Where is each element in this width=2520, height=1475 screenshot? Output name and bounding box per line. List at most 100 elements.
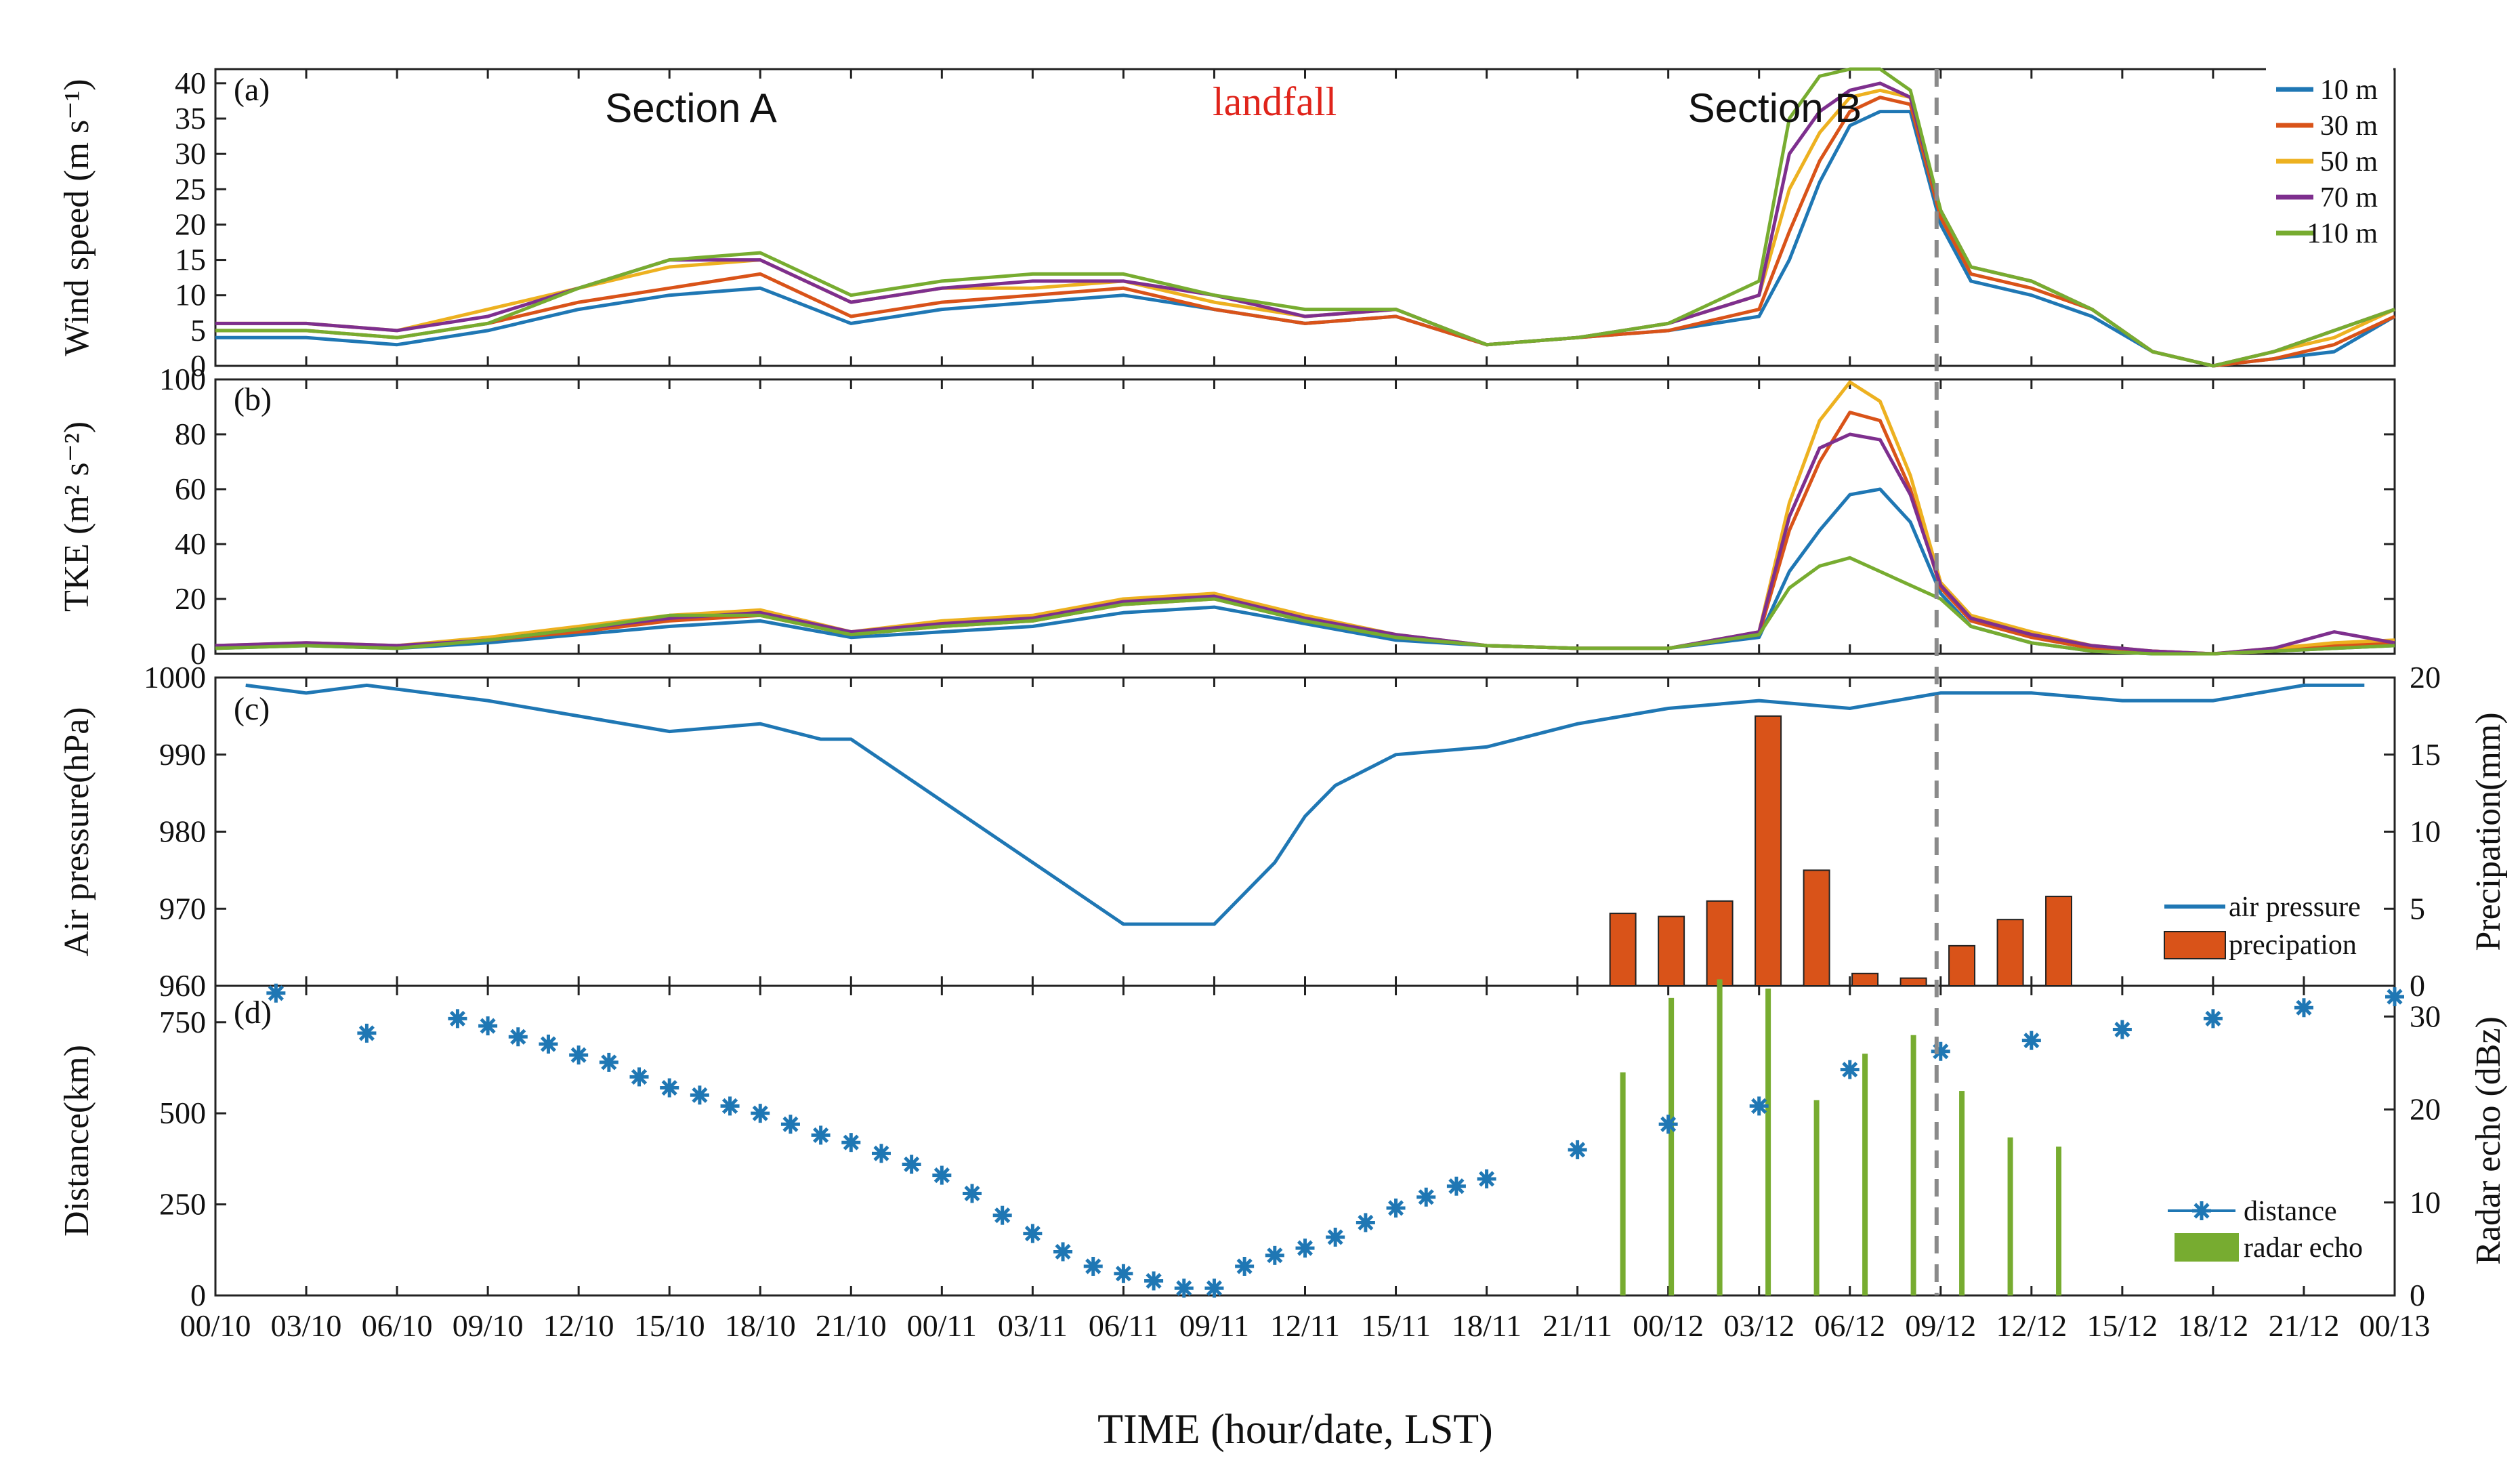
precipitation-bar bbox=[1803, 869, 1830, 986]
axes-layer bbox=[214, 68, 2396, 1297]
y-tick-label: 500 bbox=[159, 1096, 206, 1130]
series-line-10m bbox=[215, 110, 2396, 368]
radar-echo-bar bbox=[1765, 989, 1771, 1295]
y-tick-label: 20 bbox=[175, 581, 206, 616]
distance-axis-label: Distance(km) bbox=[58, 1045, 96, 1237]
series-line-110m bbox=[215, 556, 2395, 656]
precipitation-bar bbox=[1658, 915, 1685, 986]
distance-point bbox=[1446, 1176, 1466, 1196]
radar-echo-bar bbox=[1717, 979, 1723, 1295]
distance-point bbox=[902, 1155, 921, 1174]
y-tick-label: 990 bbox=[159, 737, 206, 772]
distance-point bbox=[599, 1052, 618, 1072]
distance-point bbox=[478, 1016, 498, 1036]
distance-point bbox=[1265, 1245, 1284, 1265]
y-tick-label: 25 bbox=[175, 171, 206, 206]
distance-point bbox=[1931, 1041, 1950, 1061]
radar-echo-axis-label: Radar echo (dBz) bbox=[2469, 1016, 2508, 1265]
x-tick-label: 09/11 bbox=[1179, 1308, 1249, 1343]
x-tick-label: 00/10 bbox=[180, 1308, 251, 1343]
radar-echo-bar bbox=[1813, 1100, 1820, 1295]
distance-point bbox=[1204, 1279, 1224, 1298]
distance-point bbox=[1477, 1169, 1496, 1188]
legend-entry: 50 m bbox=[2320, 146, 2378, 178]
x-tick-label: 15/12 bbox=[2086, 1308, 2158, 1343]
precipitation-axis-label: Precipation(mm) bbox=[2469, 712, 2508, 951]
y-tick-label: 80 bbox=[175, 417, 206, 451]
distance-point bbox=[963, 1184, 982, 1203]
x-tick-label: 09/10 bbox=[453, 1308, 524, 1343]
precipitation-bar bbox=[2045, 896, 2073, 987]
legend-entry: 110 m bbox=[2307, 218, 2378, 249]
x-tick-label: 12/10 bbox=[543, 1308, 614, 1343]
distance-point bbox=[2021, 1031, 2041, 1050]
y-tick-label: 35 bbox=[175, 101, 206, 136]
y-tick-label: 40 bbox=[175, 526, 206, 561]
radar-echo-bar bbox=[2007, 1137, 2013, 1295]
landfall-label: landfall bbox=[1213, 79, 1337, 124]
x-tick-label: 12/11 bbox=[1270, 1308, 1340, 1343]
radar-echo-bar bbox=[1668, 997, 1675, 1295]
x-tick-label: 00/12 bbox=[1633, 1308, 1704, 1343]
y-tick-label: 30 bbox=[175, 136, 206, 171]
x-tick-label: 21/10 bbox=[816, 1308, 887, 1343]
air-pressure-line bbox=[245, 683, 2365, 926]
distance-point bbox=[266, 983, 286, 1003]
distance-point bbox=[1749, 1096, 1769, 1116]
x-tick-label: 06/10 bbox=[362, 1308, 433, 1343]
air-pressure-axis-label: Air pressure(hPa) bbox=[58, 707, 96, 956]
legend-swatch bbox=[2164, 931, 2226, 959]
distance-point bbox=[448, 1009, 467, 1029]
y-tick-label: 960 bbox=[159, 968, 206, 1003]
distance-point bbox=[508, 1027, 528, 1047]
distance-point bbox=[871, 1144, 891, 1163]
x-tick-label: 18/10 bbox=[725, 1308, 796, 1343]
series-line-30m bbox=[215, 96, 2396, 368]
distance-point bbox=[780, 1115, 800, 1134]
radar-echo-bar bbox=[1910, 1035, 1916, 1295]
y-tick-label-right: 0 bbox=[2410, 968, 2425, 1003]
y-tick-label-right: 0 bbox=[2410, 1278, 2425, 1312]
distance-point bbox=[811, 1125, 831, 1145]
y-tick-label-right: 20 bbox=[2410, 1092, 2441, 1127]
distance-point bbox=[992, 1205, 1012, 1225]
distance-point bbox=[1083, 1256, 1103, 1276]
y-tick-label-right: 20 bbox=[2410, 660, 2441, 694]
distance-point bbox=[720, 1096, 740, 1116]
y-tick-label: 100 bbox=[159, 362, 206, 396]
precipitation-bar bbox=[1851, 972, 1879, 987]
panel-c-tag: (c) bbox=[234, 691, 270, 727]
x-tick-label: 18/12 bbox=[2178, 1308, 2249, 1343]
distance-point bbox=[2203, 1009, 2223, 1029]
y-tick-label: 40 bbox=[175, 66, 206, 100]
x-tick-label: 18/11 bbox=[1452, 1308, 1521, 1343]
y-tick-label: 0 bbox=[190, 636, 206, 671]
y-tick-label: 250 bbox=[159, 1187, 206, 1222]
x-tick-label: 06/12 bbox=[1814, 1308, 1885, 1343]
x-tick-label: 12/12 bbox=[1996, 1308, 2067, 1343]
y-tick-label: 20 bbox=[175, 207, 206, 241]
wind-speed-axis-label: Wind speed (m s⁻¹) bbox=[58, 79, 96, 356]
x-tick-label: 00/13 bbox=[2359, 1308, 2431, 1343]
radar-echo-bar bbox=[1959, 1091, 1965, 1295]
legend-entry: 70 m bbox=[2320, 182, 2378, 213]
distance-point bbox=[2294, 998, 2313, 1018]
distance-point bbox=[357, 1023, 377, 1043]
y-tick-label: 750 bbox=[159, 1005, 206, 1039]
precipitation-bar bbox=[1948, 944, 1976, 986]
precipitation-bar bbox=[1609, 913, 1637, 986]
precipitation-bar bbox=[1996, 919, 2024, 987]
distance-point bbox=[2112, 1020, 2132, 1039]
y-tick-label: 60 bbox=[175, 472, 206, 506]
radar-echo-bar bbox=[2056, 1146, 2062, 1295]
distance-point bbox=[539, 1035, 558, 1054]
distance-point bbox=[1174, 1279, 1194, 1298]
precipitation-bar bbox=[1706, 900, 1734, 986]
distance-point bbox=[841, 1133, 861, 1152]
y-tick-label-right: 10 bbox=[2410, 814, 2441, 849]
distance-point bbox=[932, 1165, 952, 1185]
y-tick-label: 0 bbox=[190, 1278, 206, 1312]
distance-point bbox=[2192, 1201, 2211, 1220]
x-tick-label: 03/12 bbox=[1723, 1308, 1794, 1343]
